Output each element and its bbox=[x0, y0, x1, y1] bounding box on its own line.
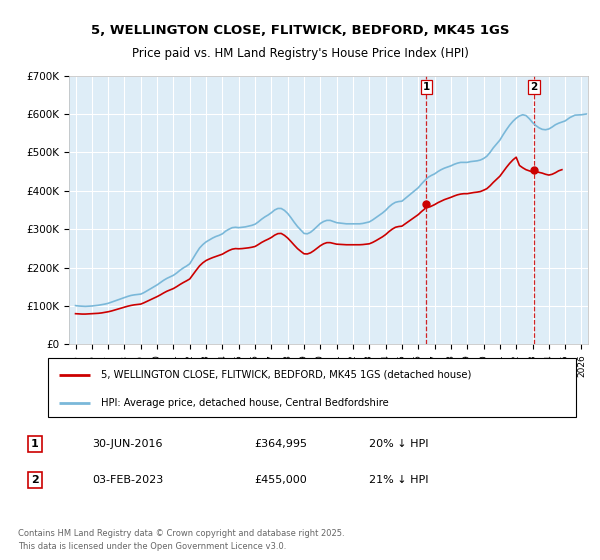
Text: 03-FEB-2023: 03-FEB-2023 bbox=[92, 475, 164, 485]
Text: 2: 2 bbox=[31, 475, 39, 485]
Text: £455,000: £455,000 bbox=[254, 475, 307, 485]
Text: 20% ↓ HPI: 20% ↓ HPI bbox=[369, 439, 428, 449]
FancyBboxPatch shape bbox=[48, 358, 576, 417]
Text: HPI: Average price, detached house, Central Bedfordshire: HPI: Average price, detached house, Cent… bbox=[101, 398, 389, 408]
Text: £364,995: £364,995 bbox=[254, 439, 307, 449]
Text: 21% ↓ HPI: 21% ↓ HPI bbox=[369, 475, 428, 485]
Text: 5, WELLINGTON CLOSE, FLITWICK, BEDFORD, MK45 1GS (detached house): 5, WELLINGTON CLOSE, FLITWICK, BEDFORD, … bbox=[101, 370, 471, 380]
Text: 1: 1 bbox=[31, 439, 39, 449]
Text: 1: 1 bbox=[423, 82, 430, 92]
Text: Contains HM Land Registry data © Crown copyright and database right 2025.
This d: Contains HM Land Registry data © Crown c… bbox=[18, 529, 344, 550]
Text: 5, WELLINGTON CLOSE, FLITWICK, BEDFORD, MK45 1GS: 5, WELLINGTON CLOSE, FLITWICK, BEDFORD, … bbox=[91, 24, 509, 38]
Text: 30-JUN-2016: 30-JUN-2016 bbox=[92, 439, 163, 449]
Text: Price paid vs. HM Land Registry's House Price Index (HPI): Price paid vs. HM Land Registry's House … bbox=[131, 46, 469, 60]
Text: 2: 2 bbox=[530, 82, 538, 92]
